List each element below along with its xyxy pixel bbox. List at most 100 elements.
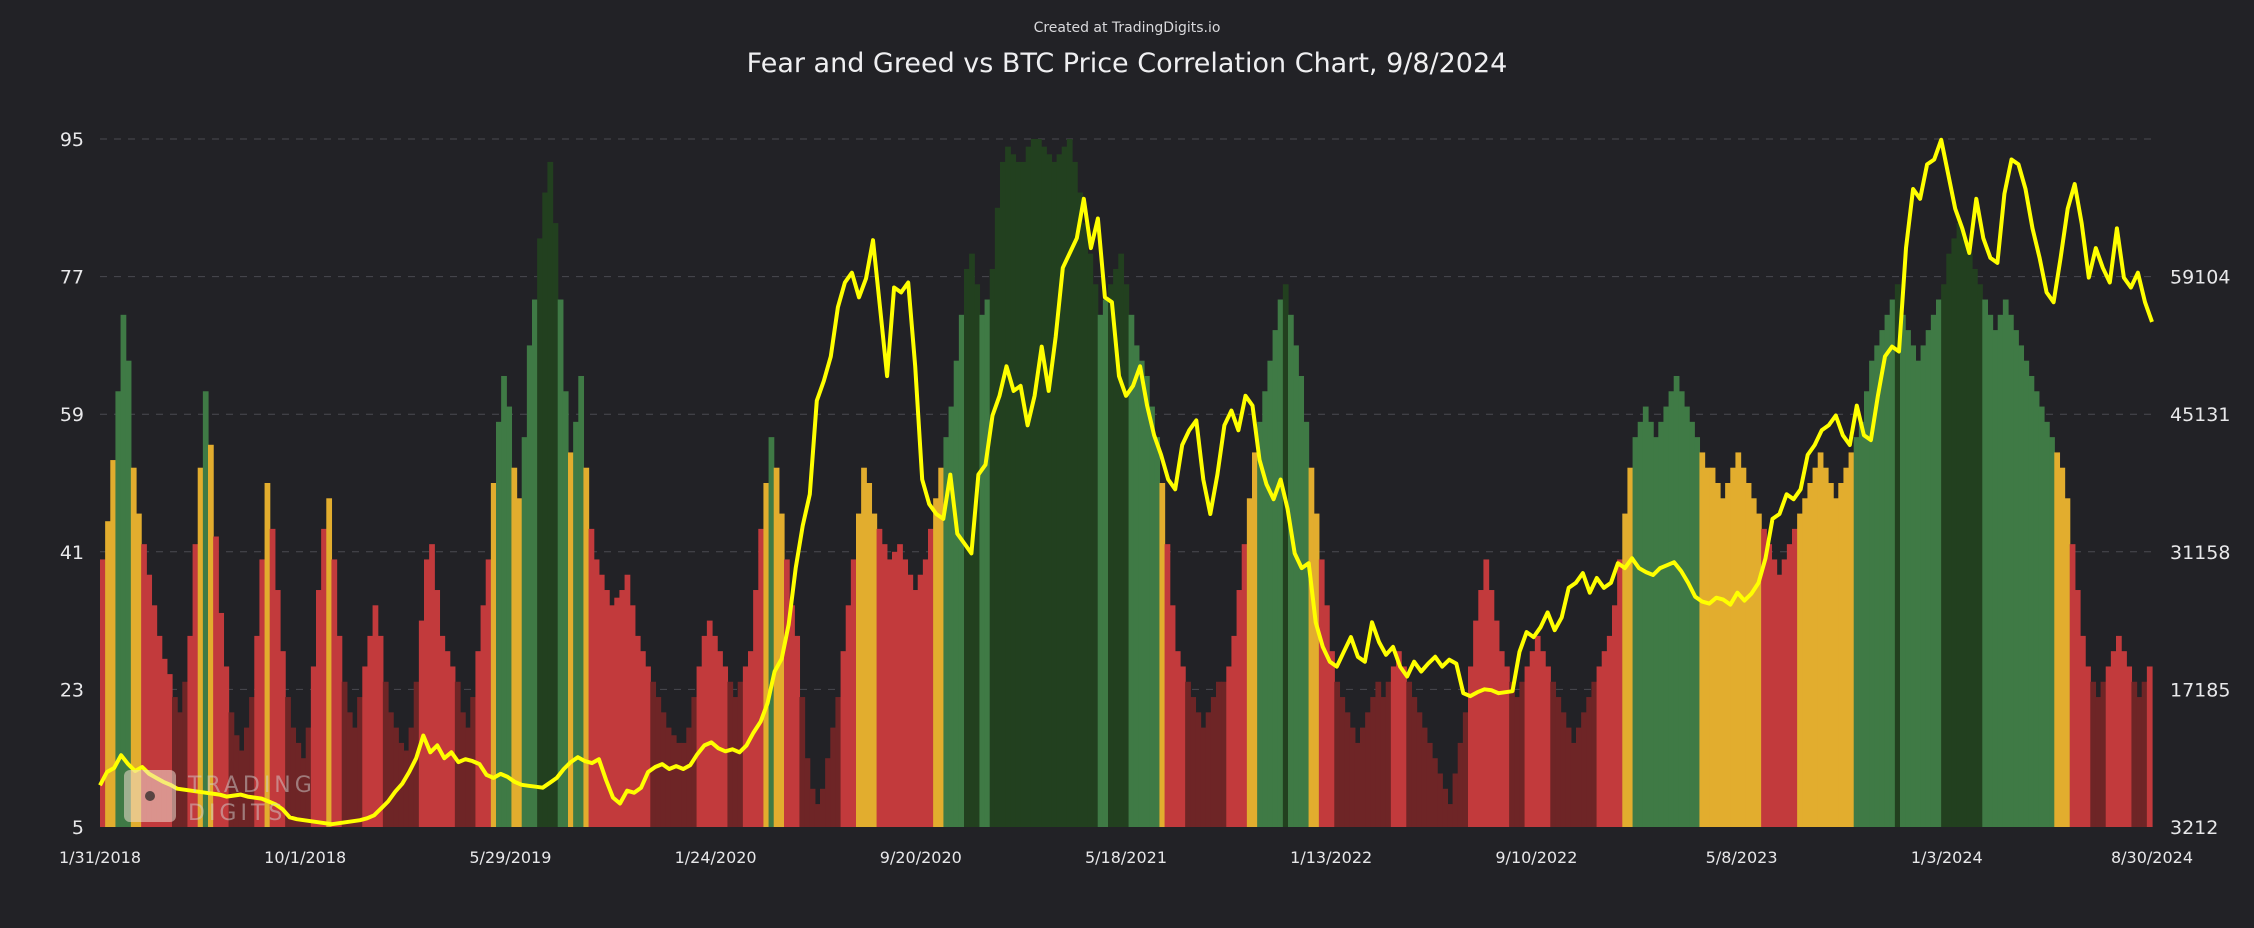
fear-greed-bar (290, 727, 297, 827)
fear-greed-bar (1601, 651, 1608, 827)
fear-greed-bar (1375, 681, 1382, 827)
fear-greed-bar (424, 559, 430, 827)
fear-greed-bar (1082, 223, 1089, 828)
fear-greed-bar (1498, 651, 1505, 827)
fear-greed-bar (1180, 666, 1186, 827)
fear-greed-bar (1565, 727, 1572, 827)
fear-greed-bar (1992, 330, 1999, 827)
fear-greed-bar (1066, 139, 1073, 827)
fear-greed-bar (156, 635, 163, 827)
fear-greed-bar (1210, 697, 1217, 827)
fear-greed-bar (840, 651, 847, 827)
fear-greed-bar (866, 483, 873, 827)
fear-greed-bar (537, 238, 543, 827)
fear-greed-bar (100, 559, 106, 827)
chart-title: Fear and Greed vs BTC Price Correlation … (746, 48, 1508, 79)
fear-greed-bar (254, 635, 261, 827)
fear-greed-bar (1236, 590, 1243, 827)
fear-greed-bar (1118, 253, 1125, 828)
fear-greed-bar (444, 651, 451, 827)
fear-greed-bar (1036, 139, 1042, 827)
fear-greed-bar (274, 590, 281, 827)
fear-greed-bar (1822, 467, 1829, 827)
x-tick-label: 5/29/2019 (469, 848, 551, 867)
fear-greed-bar (480, 605, 487, 827)
fear-greed-bar (1334, 681, 1341, 827)
fear-greed-bar (280, 651, 286, 827)
fear-greed-bar (362, 666, 369, 827)
fear-greed-bar (1473, 620, 1479, 827)
fear-greed-bar (321, 528, 327, 827)
fear-greed-bar (758, 528, 765, 827)
fear-greed-bar (1642, 406, 1649, 827)
fear-greed-bar (1951, 238, 1958, 827)
fear-greed-bar (1504, 666, 1510, 827)
fear-greed-bar (1637, 421, 1644, 827)
fear-greed-bar (609, 605, 615, 827)
fear-greed-bar (1997, 314, 2004, 827)
fear-greed-bar (2033, 391, 2040, 827)
fear-greed-bar (681, 742, 687, 827)
fear-greed-bar (814, 804, 821, 827)
fear-greed-bar (1869, 360, 1875, 827)
fear-greed-bar (2018, 345, 2025, 827)
fear-greed-bar (1108, 284, 1114, 827)
fear-greed-bar (367, 635, 374, 827)
fear-greed-bar (1462, 712, 1469, 827)
fear-greed-bar (871, 513, 878, 827)
fear-greed-bar (2023, 360, 2030, 827)
fear-greed-bar (1411, 697, 1418, 827)
fear-greed-bar (1802, 498, 1809, 827)
fear-greed-bar (1493, 620, 1500, 827)
fear-greed-bar (1833, 498, 1839, 827)
x-tick-label: 1/3/2024 (1911, 848, 1983, 867)
fear-greed-bar (1457, 742, 1464, 827)
fear-greed-bar (238, 750, 245, 827)
fear-greed-bar (640, 651, 646, 827)
fear-greed-bar (1648, 421, 1654, 827)
fear-greed-bar (1956, 223, 1963, 828)
fear-greed-bar (552, 223, 559, 828)
fear-greed-bar (928, 528, 934, 827)
fear-greed-bar (1930, 314, 1937, 827)
fear-greed-bar (1622, 513, 1629, 827)
fear-greed-bar (1792, 528, 1798, 827)
fear-greed-bar (1267, 360, 1274, 827)
fear-greed-bar (1133, 345, 1140, 827)
fear-greed-bar (892, 551, 898, 827)
fear-greed-bar (1586, 697, 1593, 827)
fear-greed-bar (1596, 666, 1603, 827)
fear-greed-bar (382, 681, 389, 827)
fear-greed-bar (670, 735, 677, 827)
fear-greed-bar (1087, 253, 1094, 828)
fear-greed-bar (1617, 559, 1623, 827)
fear-greed-bar (1910, 345, 1917, 827)
fear-greed-bar (105, 521, 111, 827)
fear-greed-bar (310, 666, 317, 827)
fear-greed-bar (1828, 483, 1834, 827)
fear-greed-bar (388, 712, 394, 827)
fear-greed-bar (182, 681, 189, 827)
fear-greed-bar (1272, 330, 1279, 827)
fear-greed-bar (1231, 635, 1238, 827)
x-tick-label: 5/18/2021 (1085, 848, 1167, 867)
fear-greed-bar (1046, 154, 1053, 828)
fear-greed-bar (1483, 559, 1490, 827)
fear-greed-bar (994, 207, 1001, 828)
fear-greed-bar (676, 742, 682, 827)
fear-greed-bar (1169, 605, 1176, 827)
fear-greed-bar (1123, 284, 1130, 827)
fear-greed-bar (794, 635, 801, 827)
fear-greed-bar (809, 788, 816, 827)
fear-greed-bar (1807, 483, 1814, 827)
x-tick-label: 1/31/2018 (59, 848, 141, 867)
fear-greed-bar (1735, 452, 1742, 827)
fear-greed-bar (1005, 146, 1011, 827)
fear-greed-bar (917, 574, 924, 827)
fear-greed-bar (1072, 161, 1078, 827)
fear-greed-bar (1144, 375, 1150, 827)
fear-greed-bar (2002, 299, 2009, 827)
fear-greed-bar (1329, 651, 1335, 827)
fear-greed-bar (460, 712, 466, 827)
fear-greed-bar (1720, 498, 1726, 827)
